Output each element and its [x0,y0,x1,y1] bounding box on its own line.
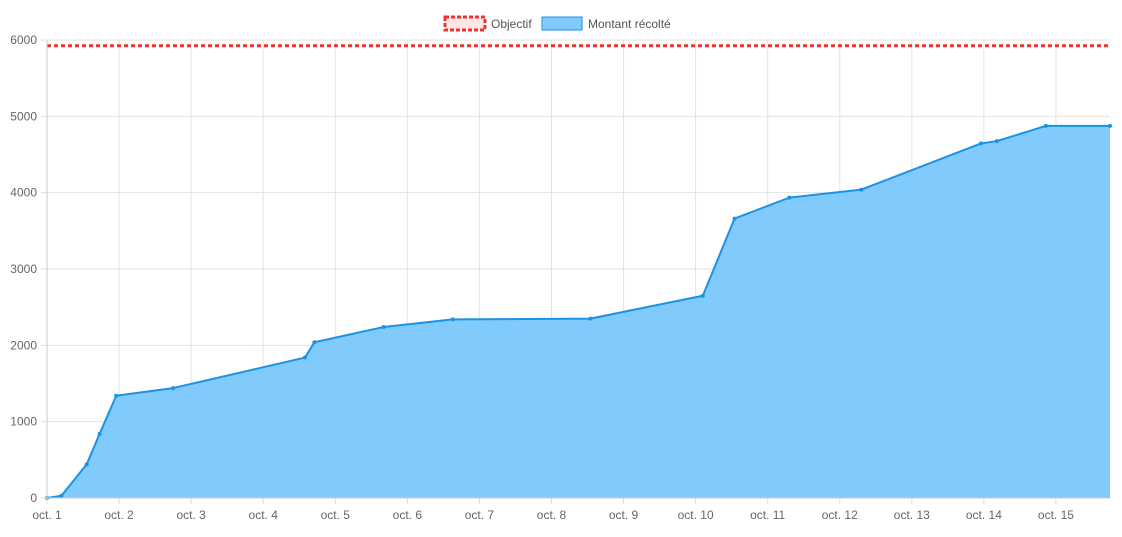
x-tick-label: oct. 8 [537,508,567,522]
x-tick-label: oct. 6 [393,508,423,522]
data-point[interactable] [303,355,308,360]
data-point[interactable] [381,325,386,330]
x-tick-label: oct. 14 [966,508,1002,522]
y-tick-label: 1000 [10,415,37,429]
x-tick-label: oct. 4 [249,508,279,522]
data-point[interactable] [787,195,792,200]
data-point[interactable] [994,139,999,144]
data-point[interactable] [859,187,864,192]
x-tick-label: oct. 15 [1038,508,1074,522]
x-tick-label: oct. 2 [104,508,134,522]
y-tick-label: 6000 [10,33,37,47]
x-tick-label: oct. 7 [465,508,495,522]
x-tick-label: oct. 9 [609,508,639,522]
legend: Objectif Montant récolté [443,15,671,32]
y-tick-label: 2000 [10,338,37,352]
data-point[interactable] [171,386,176,391]
x-tick-label: oct. 1 [32,508,62,522]
data-point[interactable] [1108,123,1112,128]
data-point[interactable] [450,317,455,322]
x-tick-label: oct. 5 [321,508,351,522]
legend-series-label[interactable]: Montant récolté [588,17,671,31]
x-tick-label: oct. 11 [750,508,785,522]
data-point[interactable] [84,462,89,467]
data-point[interactable] [700,293,705,298]
data-point[interactable] [588,316,593,321]
y-tick-label: 4000 [10,186,37,200]
legend-series-swatch[interactable] [541,16,583,31]
data-point[interactable] [114,393,119,398]
data-point[interactable] [59,493,64,498]
axes: 0 1000 2000 3000 4000 5000 6000 oct. 1 oct. 2 oct… [10,33,1110,522]
data-point[interactable] [732,216,737,221]
x-tick-label: oct. 10 [678,508,714,522]
data-point[interactable] [312,340,317,345]
x-tick-label: oct. 3 [176,508,206,522]
legend-objectif-label[interactable]: Objectif [491,17,532,31]
area-fill [47,125,1110,498]
area-series [45,123,1112,500]
y-tick-label: 0 [30,491,37,505]
x-tick-label: oct. 12 [822,508,858,522]
data-point[interactable] [1043,123,1048,128]
data-point[interactable] [97,431,102,436]
legend-objectif-swatch[interactable] [443,15,487,32]
x-tick-label: oct. 13 [894,508,930,522]
data-point[interactable] [978,141,983,146]
y-tick-label: 5000 [10,109,37,123]
y-tick-label: 3000 [10,262,37,276]
